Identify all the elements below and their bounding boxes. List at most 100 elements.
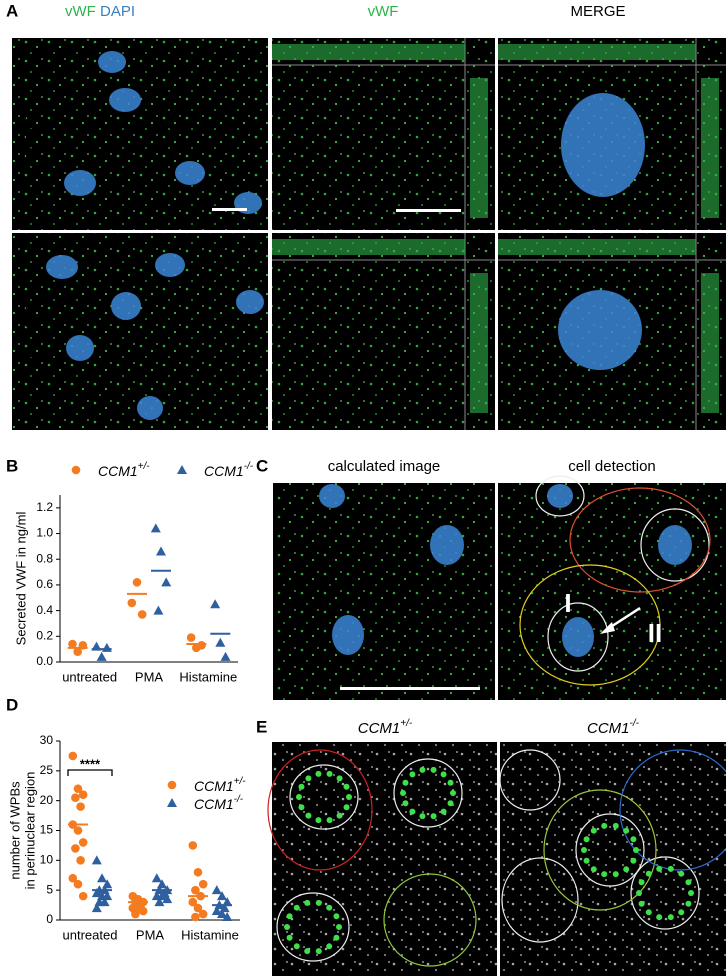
data-point <box>220 651 231 661</box>
legend-label: CCM1-/- <box>194 794 244 812</box>
ortho-top <box>498 44 696 60</box>
data-point <box>191 885 200 895</box>
granule <box>667 865 674 872</box>
gene: CCM1 <box>358 720 401 737</box>
granule <box>305 775 312 782</box>
data-point <box>73 826 83 835</box>
header: CCM1-/- <box>587 718 640 737</box>
granule <box>440 808 447 815</box>
cell-outline <box>276 892 350 962</box>
y-tick-label: 0.2 <box>36 628 53 642</box>
data-point <box>68 751 78 761</box>
nucleus <box>658 525 692 565</box>
genotype: -/- <box>21 305 32 315</box>
y-tick-label: 0.0 <box>36 654 53 668</box>
cell-outline <box>630 856 700 930</box>
data-point <box>68 873 78 883</box>
y-axis-label: number of WPBs <box>7 781 22 880</box>
x-tick-label: untreated <box>62 669 117 684</box>
data-point <box>153 605 164 615</box>
data-point <box>215 637 226 647</box>
cell-outline <box>519 564 661 686</box>
header: calculated image <box>328 458 441 475</box>
granule <box>315 770 322 777</box>
micrograph-signal <box>272 233 495 430</box>
data-point <box>91 888 102 898</box>
y-tick-label: 0.8 <box>36 551 53 565</box>
scale-bar <box>396 209 461 212</box>
x-tick-label: untreated <box>63 927 118 942</box>
cell-outline <box>543 789 657 911</box>
data-point <box>150 523 161 533</box>
data-point <box>71 465 81 475</box>
granule <box>284 924 290 930</box>
legend-name: CCM1 <box>194 778 234 794</box>
data-point <box>76 802 85 811</box>
header: vWF <box>368 3 399 20</box>
scale-bar <box>212 208 247 211</box>
granule <box>638 879 645 886</box>
ortho-side <box>701 273 719 413</box>
granule <box>678 870 685 877</box>
granule <box>447 800 454 807</box>
legend-name: CCM1 <box>194 796 234 812</box>
data-point <box>99 897 110 907</box>
y-axis-label: Secreted VWF in ng/ml <box>13 512 28 646</box>
legend-label: CCM1+/- <box>194 776 246 794</box>
legend-name: CCM1 <box>98 463 138 479</box>
granule <box>326 904 333 911</box>
significance-bracket <box>67 769 113 776</box>
granule <box>333 913 340 920</box>
granule <box>296 794 302 800</box>
granule <box>630 857 637 864</box>
granule <box>304 948 311 955</box>
x-tick-label: Histamine <box>181 927 239 942</box>
data-point <box>73 879 83 889</box>
granule <box>336 924 342 930</box>
region-label: I <box>564 588 571 618</box>
granule <box>346 794 352 800</box>
arrow-head <box>600 622 615 634</box>
data-point <box>167 780 177 790</box>
granule <box>293 943 300 950</box>
cell-outline <box>535 475 585 517</box>
data-point <box>71 844 80 853</box>
y-tick-label: 5 <box>46 882 53 896</box>
nucleus <box>561 93 645 197</box>
granule <box>304 899 311 906</box>
y-tick-label: 25 <box>40 763 54 777</box>
granule <box>336 775 343 782</box>
granule <box>286 934 293 941</box>
cell-outline <box>289 764 359 830</box>
granule <box>623 827 630 834</box>
row-label: CCM1-/- <box>21 305 40 358</box>
nucleus <box>109 88 141 112</box>
ortho-side <box>701 78 719 218</box>
data-point <box>167 798 177 807</box>
nucleus <box>562 617 594 657</box>
data-point <box>138 906 148 916</box>
data-point <box>198 909 208 919</box>
data-point <box>96 651 107 661</box>
granule <box>667 914 674 921</box>
data-point <box>68 639 77 649</box>
y-tick-label: 15 <box>40 823 54 837</box>
nucleus <box>558 290 642 370</box>
nucleus <box>98 51 126 73</box>
data-point <box>73 784 83 794</box>
nucleus <box>547 484 573 508</box>
granule <box>336 812 343 819</box>
cell-outline <box>619 749 726 871</box>
ortho-top <box>498 239 696 255</box>
gene: CCM1 <box>587 720 630 737</box>
data-point <box>73 647 82 657</box>
granule <box>326 817 333 824</box>
granule <box>590 827 597 834</box>
granule <box>581 847 587 853</box>
granule <box>612 871 619 878</box>
data-point <box>188 897 198 907</box>
ortho-top <box>272 239 465 255</box>
granule <box>419 813 426 820</box>
granule <box>601 822 608 829</box>
y-tick-label: 0.4 <box>36 603 53 617</box>
